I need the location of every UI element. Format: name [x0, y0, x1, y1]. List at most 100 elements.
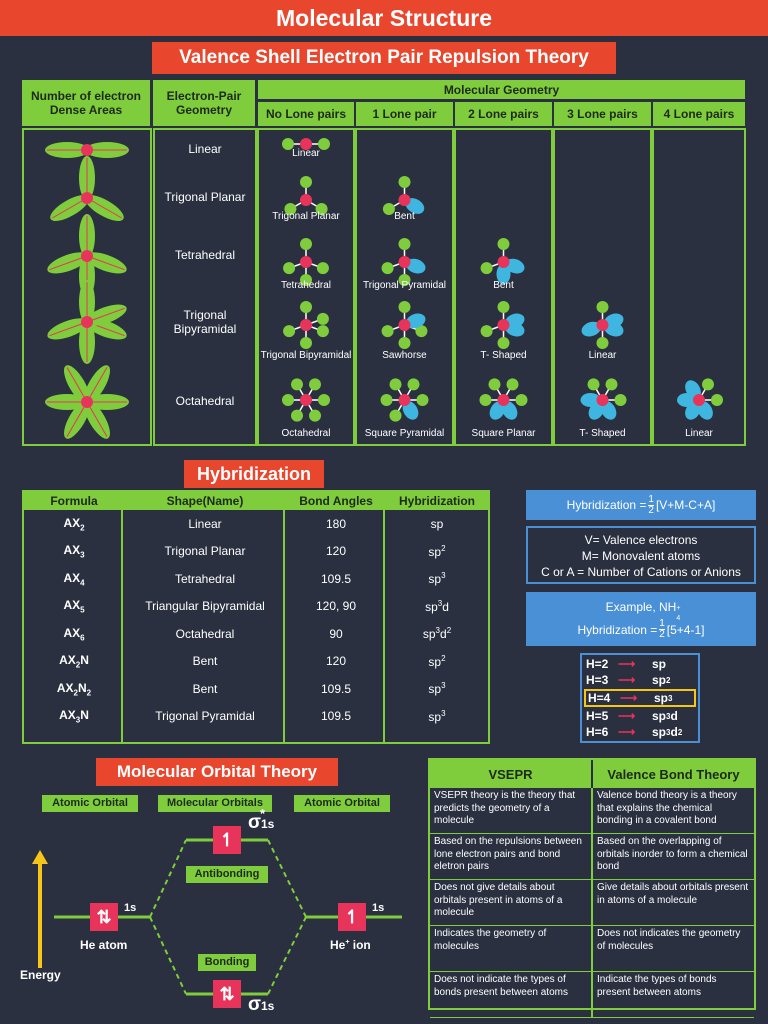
map-row: H=2 ⟶ sp	[586, 657, 667, 671]
shape-cell: Bent	[192, 654, 218, 669]
bonding-box: ⇅	[213, 980, 241, 1008]
vsepr-drawing	[45, 138, 723, 439]
compare-table: VSEPR Valence Bond Theory VSEPR theory i…	[430, 760, 754, 1018]
outer-atom	[382, 203, 395, 215]
lone-pair	[406, 313, 426, 329]
formula-fraction: 1 2	[648, 494, 654, 516]
hyb-cell: sp2	[428, 653, 446, 669]
lone-pair	[588, 401, 605, 420]
geometry-column	[355, 128, 454, 446]
arrow-icon: ⟶	[618, 657, 636, 671]
molecular-geometry-label: Linear	[588, 350, 617, 361]
outer-atom	[291, 378, 303, 391]
outer-atom	[283, 325, 296, 338]
hyb-cell: sp3d	[425, 598, 449, 614]
outer-atom	[309, 409, 321, 422]
shape-cell: Trigonal Pyramidal	[155, 709, 255, 724]
table-row: AX5 Triangular Bipyramidal 120, 90 sp3d	[24, 593, 488, 621]
outer-atom	[416, 394, 429, 406]
outer-atom	[605, 378, 618, 391]
angle-cell: 120, 90	[315, 599, 357, 614]
vsepr-cell: Does not give details about orbitals pre…	[430, 879, 592, 926]
lobe-axis	[49, 321, 88, 337]
outer-atom	[389, 409, 402, 422]
connector-1	[149, 839, 187, 918]
outer-atom	[284, 203, 297, 215]
angle-cell: 109.5	[320, 681, 352, 696]
molecular-geometry-label: Square Planar	[471, 428, 536, 439]
outer-atom	[300, 238, 312, 250]
angle-cell: 180	[325, 516, 347, 531]
molecular-geometry-label: Trigonal Planar	[272, 211, 340, 222]
vsepr-cell: Does not indicate the types of bonds pre…	[430, 971, 592, 1018]
col-dense-header: Number of electron Dense Areas	[22, 80, 150, 126]
legend-v: V= Valence electrons	[584, 533, 698, 547]
formula-cell: AX2	[63, 515, 85, 532]
molecular-geometry-label: Linear	[685, 428, 713, 439]
epg-label: Trigonal Planar	[164, 190, 246, 204]
vbt-cell: Indicate the types of bonds present betw…	[591, 971, 754, 1018]
formula-lhs: Hybridization =	[566, 498, 647, 512]
lobe-axis	[86, 401, 108, 437]
central-atom	[398, 194, 411, 206]
outer-atom	[497, 238, 510, 250]
molecular-geometry-label: Tetrahedral	[280, 280, 332, 291]
hyb-cell: sp3	[428, 571, 446, 587]
lone-pair-header: 2 Lone pairs	[455, 102, 552, 126]
table-row: Based on the repulsions between lone ele…	[430, 833, 754, 880]
lone-pair	[405, 198, 425, 214]
sigma-star-label: σ1s *	[248, 806, 275, 833]
lone-pair-header: 3 Lone pairs	[554, 102, 651, 126]
outer-atom	[381, 262, 394, 275]
connector-3	[267, 839, 307, 918]
molecular-geometry-label: Sawhorse	[382, 350, 427, 361]
outer-atom	[398, 176, 411, 188]
atomic-orbital-label-right: Atomic Orbital	[294, 795, 390, 812]
angle-cell: 109.5	[320, 571, 352, 586]
compare-table-box: VSEPR Valence Bond Theory VSEPR theory i…	[428, 758, 756, 1018]
outer-atom	[380, 394, 393, 406]
lone-pair-header: 1 Lone pair	[356, 102, 453, 126]
formula-cell: AX3N	[59, 708, 89, 725]
table-row: Does not indicate the types of bonds pre…	[430, 971, 754, 1018]
shape-cell: Linear	[188, 516, 222, 531]
lobe-axis	[66, 401, 88, 437]
lone-pair	[402, 401, 419, 420]
he-ion-1s: 1s	[372, 902, 385, 914]
connector-4	[267, 916, 307, 995]
angle-cell: 120	[325, 544, 347, 559]
epg-label: Trigonal Bipyramidal	[173, 308, 237, 336]
outer-atom	[318, 138, 330, 150]
shape-cell: Trigonal Planar	[164, 544, 246, 559]
outer-atom	[316, 312, 329, 325]
vsepr-cell: VSEPR theory is the theory that predicts…	[430, 788, 592, 834]
energy-label: Energy	[20, 968, 61, 982]
outer-atom	[398, 238, 411, 250]
shape-cell: Triangular Bipyramidal	[145, 599, 265, 614]
atomic-orbital-label-left: Atomic Orbital	[42, 795, 138, 812]
molecular-geometry-label: T- Shaped	[480, 350, 527, 361]
hyb-cell: sp3	[428, 708, 446, 724]
page-title: Molecular Structure	[276, 5, 492, 31]
lobe-axis	[86, 307, 125, 323]
vbt-cell: Valence bond theory is a theory that exp…	[591, 788, 754, 834]
legend-box: V= Valence electrons M= Monovalent atoms…	[526, 526, 756, 584]
col-mg-header: Molecular Geometry	[258, 80, 745, 99]
outer-atom	[596, 337, 609, 349]
central-atom	[81, 396, 93, 408]
epg-label: Linear	[188, 142, 222, 156]
outer-atom	[398, 274, 411, 286]
central-atom	[300, 138, 312, 150]
map-row: H=5 ⟶ sp 3 d	[586, 709, 678, 723]
map-row: H=3 ⟶ sp 2	[586, 673, 671, 687]
outer-atom	[316, 325, 329, 338]
antibonding-box: ↿	[213, 826, 241, 854]
outer-atom	[614, 394, 627, 406]
formula-cell: AX2N	[59, 653, 89, 670]
vsepr-title: Valence Shell Electron Pair Repulsion Th…	[152, 42, 616, 74]
outer-atom	[282, 394, 294, 406]
formula-cell: AX4	[63, 570, 85, 587]
map-row: H=6 ⟶ sp 3 d 2	[586, 725, 683, 739]
hyb-table: Formula Shape(Name) Bond Angles Hybridizati…	[24, 492, 488, 730]
central-atom	[596, 394, 609, 406]
